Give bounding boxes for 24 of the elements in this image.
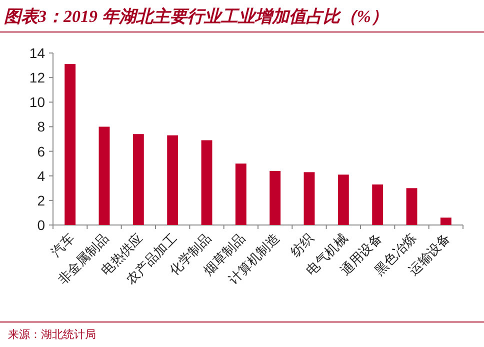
bar: [64, 64, 76, 225]
y-tick-label: 12: [29, 70, 46, 86]
y-tick-label: 0: [37, 217, 46, 233]
bar: [406, 188, 418, 225]
bar: [270, 170, 281, 225]
bar: [167, 135, 178, 225]
bar: [304, 172, 315, 225]
x-tick-label: 纺织: [287, 230, 316, 260]
source-note: 来源：湖北统计局: [8, 328, 96, 341]
bar: [338, 174, 349, 225]
y-tick-label: 4: [37, 168, 46, 184]
y-tick-label: 6: [37, 143, 46, 160]
y-tick-label: 8: [37, 118, 46, 135]
bar: [201, 140, 212, 225]
bar: [235, 164, 246, 225]
y-tick-label: 2: [37, 192, 46, 208]
x-tick-label: 汽车: [48, 230, 78, 260]
y-tick-label: 14: [29, 45, 46, 61]
y-tick-label: 10: [29, 94, 46, 110]
bar: [372, 184, 384, 225]
chart-title: 图表3：2019 年湖北主要行业工业增加值占比（%）: [4, 7, 388, 26]
bar: [132, 134, 144, 225]
bar: [440, 218, 452, 225]
bar: [98, 126, 110, 225]
